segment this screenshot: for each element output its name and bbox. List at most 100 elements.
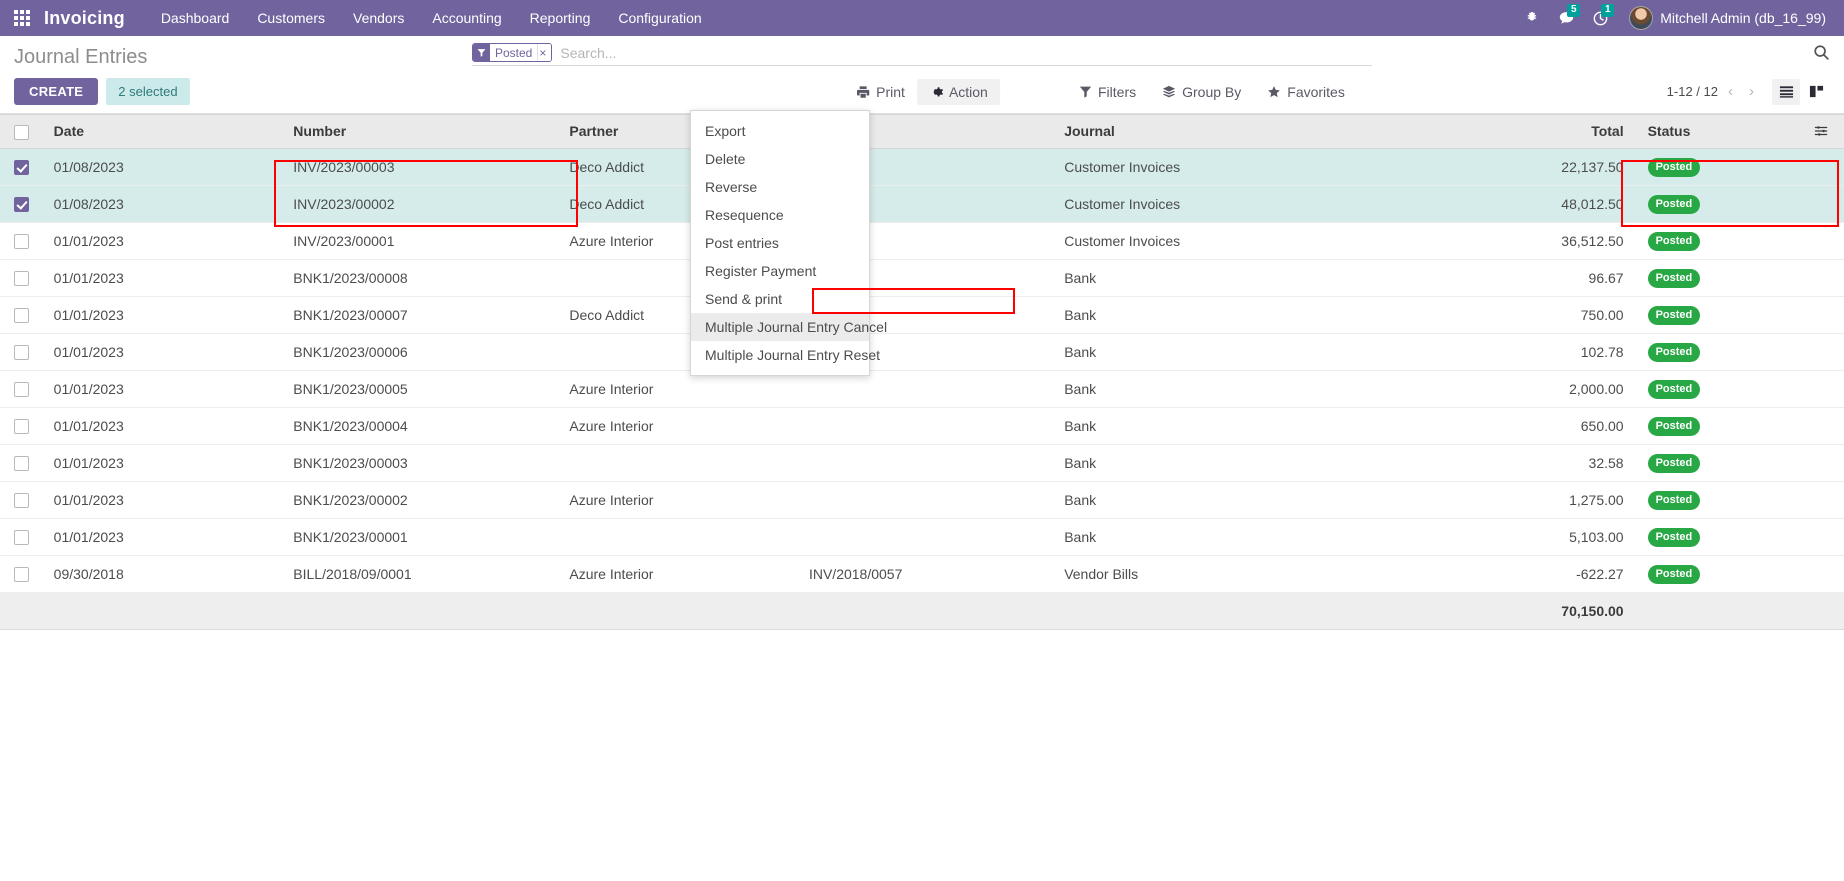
filters-button[interactable]: Filters <box>1067 79 1148 105</box>
app-brand[interactable]: Invoicing <box>44 7 125 28</box>
action-menu-item[interactable]: Send & print <box>705 291 783 307</box>
table-body: 01/08/2023 INV/2023/00003 Deco Addict Custo… <box>0 148 1844 593</box>
select-all-checkbox[interactable] <box>14 124 30 140</box>
table-row[interactable]: 01/01/2023 BNK1/2023/00001 Bank 5,103.00 Pos… <box>0 518 1844 556</box>
search-icon[interactable] <box>1813 44 1830 61</box>
row-checkbox[interactable] <box>14 530 30 546</box>
cell-journal: Customer Invoices <box>1052 222 1355 260</box>
menu-item-customers[interactable]: Customers <box>257 10 325 26</box>
control-panel-bottom: CREATE 2 selected Print <box>0 72 1844 113</box>
table-row[interactable]: 01/01/2023 BNK1/2023/00007 Deco Addict Bank… <box>0 296 1844 334</box>
column-header-journal[interactable]: Journal <box>1052 114 1355 149</box>
footer-options-cell <box>1802 592 1844 630</box>
optional-columns-toggle[interactable] <box>1802 114 1844 149</box>
activities-clock-icon[interactable]: 1 <box>1585 0 1615 36</box>
row-checkbox[interactable] <box>14 419 30 435</box>
table-row[interactable]: 01/01/2023 INV/2023/00001 Azure Interior Cu… <box>0 222 1844 260</box>
row-checkbox[interactable] <box>14 345 30 361</box>
action-menu-item[interactable]: Export <box>705 123 746 139</box>
search-input[interactable] <box>560 44 1372 61</box>
table-row[interactable]: 01/08/2023 INV/2023/00003 Deco Addict Custo… <box>0 148 1844 186</box>
control-panel: Journal Entries Posted × CREATE 2 se <box>0 36 1844 114</box>
pager-count[interactable]: 1-12 / 12 <box>1666 84 1718 99</box>
row-checkbox[interactable] <box>14 456 30 472</box>
table-row[interactable]: 01/08/2023 INV/2023/00002 Deco Addict Custo… <box>0 185 1844 223</box>
menu-item-dashboard[interactable]: Dashboard <box>160 10 230 26</box>
table-row[interactable]: 01/01/2023 BNK1/2023/00002 Azure Interior B… <box>0 481 1844 519</box>
cell-date: 01/01/2023 <box>41 259 282 297</box>
cell-options <box>1802 296 1844 334</box>
funnel-icon <box>1079 85 1092 98</box>
cell-number: BNK1/2023/00007 <box>281 296 558 334</box>
row-checkbox[interactable] <box>14 567 30 583</box>
table-row[interactable]: 01/01/2023 BNK1/2023/00005 Azure Interior B… <box>0 370 1844 408</box>
cell-options <box>1802 555 1844 593</box>
table-row[interactable]: 01/01/2023 BNK1/2023/00004 Azure Interior B… <box>0 407 1844 445</box>
table-row[interactable]: 09/30/2018 BILL/2018/09/0001 Azure Interio… <box>0 555 1844 593</box>
gear-icon <box>929 85 943 99</box>
row-checkbox[interactable] <box>14 160 30 176</box>
messages-icon[interactable]: 5 <box>1551 0 1581 36</box>
footer-check-cell <box>0 592 42 630</box>
favorites-button-label: Favorites <box>1287 83 1345 100</box>
menu-item-configuration[interactable]: Configuration <box>618 10 702 26</box>
status-badge: Posted <box>1647 231 1701 251</box>
column-header-number[interactable]: Number <box>281 114 558 149</box>
column-header-date[interactable]: Date <box>41 114 282 149</box>
select-all-header <box>0 114 42 149</box>
row-select-cell <box>0 370 42 408</box>
cell-date: 01/08/2023 <box>41 185 282 223</box>
action-menu-item[interactable]: Post entries <box>705 235 779 251</box>
pager-next-icon[interactable]: › <box>1749 83 1754 100</box>
cell-status: Posted <box>1635 370 1803 408</box>
row-checkbox[interactable] <box>14 234 30 250</box>
user-menu[interactable]: Mitchell Admin (db_16_99) <box>1619 0 1832 36</box>
action-menu-item[interactable]: Resequence <box>705 207 784 223</box>
table-row[interactable]: 01/01/2023 BNK1/2023/00003 Bank 32.58 Posted <box>0 444 1844 482</box>
bug-icon[interactable] <box>1517 0 1547 36</box>
action-menu-item[interactable]: Reverse <box>705 179 758 195</box>
menu-item-accounting[interactable]: Accounting <box>432 10 502 26</box>
print-button[interactable]: Print <box>844 79 917 105</box>
action-menu-item[interactable]: Delete <box>705 151 746 167</box>
action-menu-item[interactable]: Register Payment <box>705 263 817 279</box>
action-button[interactable]: Action <box>916 78 1000 105</box>
apps-grid-icon[interactable] <box>0 0 44 36</box>
cell-status: Posted <box>1635 444 1803 482</box>
footer-number-cell <box>281 592 558 630</box>
favorites-button[interactable]: Favorites <box>1255 79 1357 105</box>
action-button-label: Action <box>948 83 988 100</box>
pager-previous-icon[interactable]: ‹ <box>1728 83 1733 100</box>
column-header-status[interactable]: Status <box>1635 114 1803 149</box>
list-view-icon[interactable] <box>1772 78 1800 105</box>
cell-partner: Azure Interior <box>557 407 797 445</box>
row-checkbox[interactable] <box>14 197 30 213</box>
row-checkbox[interactable] <box>14 308 30 324</box>
search-facet-posted[interactable]: Posted × <box>472 43 553 62</box>
cell-total: 22,137.50 <box>1354 148 1636 186</box>
cell-date: 01/01/2023 <box>41 333 282 371</box>
kanban-view-icon[interactable] <box>1802 79 1830 105</box>
action-menu-item[interactable]: Multiple Journal Entry Cancel <box>691 313 887 341</box>
breadcrumb[interactable]: Journal Entries <box>14 46 148 68</box>
search-facet-remove-icon[interactable]: × <box>537 44 552 61</box>
row-checkbox[interactable] <box>14 493 30 509</box>
cell-total: 32.58 <box>1354 444 1636 482</box>
record-actions: Print Action <box>844 78 1000 105</box>
footer-date-cell <box>41 592 282 630</box>
cell-options <box>1802 407 1844 445</box>
menu-item-reporting[interactable]: Reporting <box>529 10 591 26</box>
action-menu-item[interactable]: Multiple Journal Entry Reset <box>705 347 881 363</box>
group-by-button[interactable]: Group By <box>1150 79 1253 105</box>
status-badge: Posted <box>1647 379 1701 399</box>
table-row[interactable]: 01/01/2023 BNK1/2023/00006 Bank 102.78 Poste… <box>0 333 1844 371</box>
row-checkbox[interactable] <box>14 382 30 398</box>
create-button[interactable]: CREATE <box>14 78 99 105</box>
navbar-right-tools: 5 1 Mitchell Admin (db_16_99) <box>1517 0 1844 36</box>
row-checkbox[interactable] <box>14 271 30 287</box>
cell-options <box>1802 481 1844 519</box>
table-row[interactable]: 01/01/2023 BNK1/2023/00008 Bank 96.67 Posted <box>0 259 1844 297</box>
menu-item-vendors[interactable]: Vendors <box>353 10 405 26</box>
column-header-total[interactable]: Total <box>1354 114 1636 149</box>
selected-count-chip[interactable]: 2 selected <box>106 78 190 105</box>
